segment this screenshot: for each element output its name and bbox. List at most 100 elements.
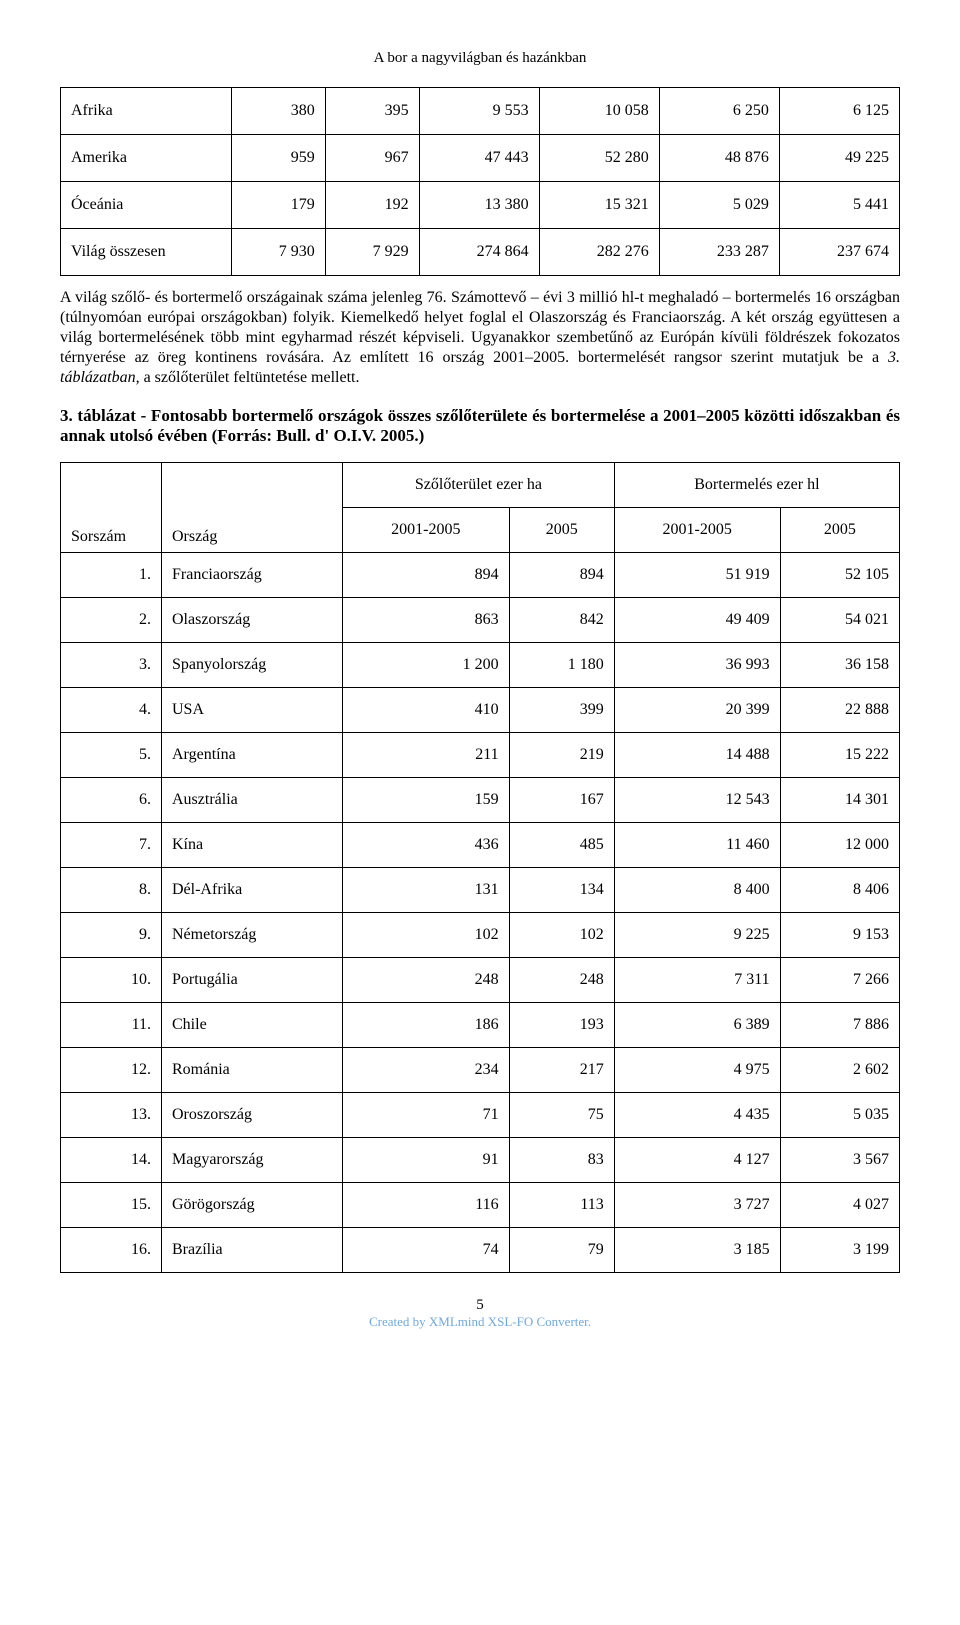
row-value: 193 <box>509 1003 614 1048</box>
th-area-2005: 2005 <box>509 508 614 553</box>
row-value: 71 <box>343 1093 510 1138</box>
row-value: 12 000 <box>780 823 899 868</box>
para-text-1: A világ szőlő- és bortermelő országainak… <box>60 289 900 366</box>
row-value: 217 <box>509 1048 614 1093</box>
row-index: 3. <box>61 643 162 688</box>
row-value: 248 <box>343 958 510 1003</box>
row-index: 11. <box>61 1003 162 1048</box>
table-row: 13.Oroszország71754 4355 035 <box>61 1093 900 1138</box>
row-value: 282 276 <box>539 229 659 276</box>
row-country: Portugália <box>162 958 343 1003</box>
table-row: Világ összesen7 9307 929274 864282 27623… <box>61 229 900 276</box>
row-value: 20 399 <box>614 688 780 733</box>
row-country: Oroszország <box>162 1093 343 1138</box>
row-index: 14. <box>61 1138 162 1183</box>
row-value: 10 058 <box>539 88 659 135</box>
row-value: 219 <box>509 733 614 778</box>
row-country: Brazília <box>162 1228 343 1273</box>
th-wine-2001-2005: 2001-2005 <box>614 508 780 553</box>
row-value: 380 <box>232 88 326 135</box>
row-value: 233 287 <box>659 229 779 276</box>
row-value: 485 <box>509 823 614 868</box>
row-country: Görögország <box>162 1183 343 1228</box>
row-value: 9 153 <box>780 913 899 958</box>
row-label: Világ összesen <box>61 229 232 276</box>
country-table: Sorszám Ország Szőlőterület ezer ha Bort… <box>60 462 900 1273</box>
row-value: 52 280 <box>539 135 659 182</box>
row-index: 9. <box>61 913 162 958</box>
row-value: 3 567 <box>780 1138 899 1183</box>
row-value: 52 105 <box>780 553 899 598</box>
th-area-2001-2005: 2001-2005 <box>343 508 510 553</box>
row-value: 48 876 <box>659 135 779 182</box>
row-value: 14 301 <box>780 778 899 823</box>
row-label: Óceánia <box>61 182 232 229</box>
row-value: 6 250 <box>659 88 779 135</box>
row-country: Magyarország <box>162 1138 343 1183</box>
row-value: 13 380 <box>419 182 539 229</box>
row-value: 4 975 <box>614 1048 780 1093</box>
row-value: 274 864 <box>419 229 539 276</box>
page-header: A bor a nagyvilágban és hazánkban <box>60 50 900 67</box>
row-value: 894 <box>343 553 510 598</box>
row-index: 8. <box>61 868 162 913</box>
row-index: 10. <box>61 958 162 1003</box>
row-value: 959 <box>232 135 326 182</box>
row-country: Románia <box>162 1048 343 1093</box>
row-value: 15 321 <box>539 182 659 229</box>
table-row: 7.Kína43648511 46012 000 <box>61 823 900 868</box>
row-value: 83 <box>509 1138 614 1183</box>
page-number: 5 <box>60 1297 900 1314</box>
row-value: 113 <box>509 1183 614 1228</box>
row-value: 399 <box>509 688 614 733</box>
row-index: 2. <box>61 598 162 643</box>
row-value: 3 727 <box>614 1183 780 1228</box>
row-value: 102 <box>343 913 510 958</box>
row-value: 74 <box>343 1228 510 1273</box>
row-value: 234 <box>343 1048 510 1093</box>
row-country: Argentína <box>162 733 343 778</box>
table-row: 2.Olaszország86384249 40954 021 <box>61 598 900 643</box>
row-value: 167 <box>509 778 614 823</box>
row-country: Németország <box>162 913 343 958</box>
row-value: 186 <box>343 1003 510 1048</box>
footer-credit: Created by XMLmind XSL-FO Converter. <box>60 1314 900 1330</box>
table-row: 8.Dél-Afrika1311348 4008 406 <box>61 868 900 913</box>
row-value: 6 389 <box>614 1003 780 1048</box>
table-row: 5.Argentína21121914 48815 222 <box>61 733 900 778</box>
table-row: 4.USA41039920 39922 888 <box>61 688 900 733</box>
row-value: 11 460 <box>614 823 780 868</box>
row-country: Dél-Afrika <box>162 868 343 913</box>
row-value: 1 200 <box>343 643 510 688</box>
table-row: 14.Magyarország91834 1273 567 <box>61 1138 900 1183</box>
row-value: 8 400 <box>614 868 780 913</box>
table-row: 11.Chile1861936 3897 886 <box>61 1003 900 1048</box>
table-row: 10.Portugália2482487 3117 266 <box>61 958 900 1003</box>
row-index: 5. <box>61 733 162 778</box>
row-index: 12. <box>61 1048 162 1093</box>
row-value: 75 <box>509 1093 614 1138</box>
row-value: 14 488 <box>614 733 780 778</box>
row-index: 15. <box>61 1183 162 1228</box>
row-value: 5 035 <box>780 1093 899 1138</box>
paragraph: A világ szőlő- és bortermelő országainak… <box>60 288 900 388</box>
table-row: Óceánia17919213 38015 3215 0295 441 <box>61 182 900 229</box>
row-value: 36 158 <box>780 643 899 688</box>
row-value: 116 <box>343 1183 510 1228</box>
table-row: 3.Spanyolország1 2001 18036 99336 158 <box>61 643 900 688</box>
page-header-title: A bor a nagyvilágban és hazánkban <box>374 50 587 66</box>
row-value: 91 <box>343 1138 510 1183</box>
row-value: 7 930 <box>232 229 326 276</box>
row-value: 15 222 <box>780 733 899 778</box>
row-value: 36 993 <box>614 643 780 688</box>
row-value: 192 <box>325 182 419 229</box>
row-value: 863 <box>343 598 510 643</box>
row-country: USA <box>162 688 343 733</box>
row-value: 211 <box>343 733 510 778</box>
row-value: 12 543 <box>614 778 780 823</box>
row-value: 967 <box>325 135 419 182</box>
row-country: Kína <box>162 823 343 868</box>
row-value: 134 <box>509 868 614 913</box>
row-value: 7 266 <box>780 958 899 1003</box>
table-row: 1.Franciaország89489451 91952 105 <box>61 553 900 598</box>
